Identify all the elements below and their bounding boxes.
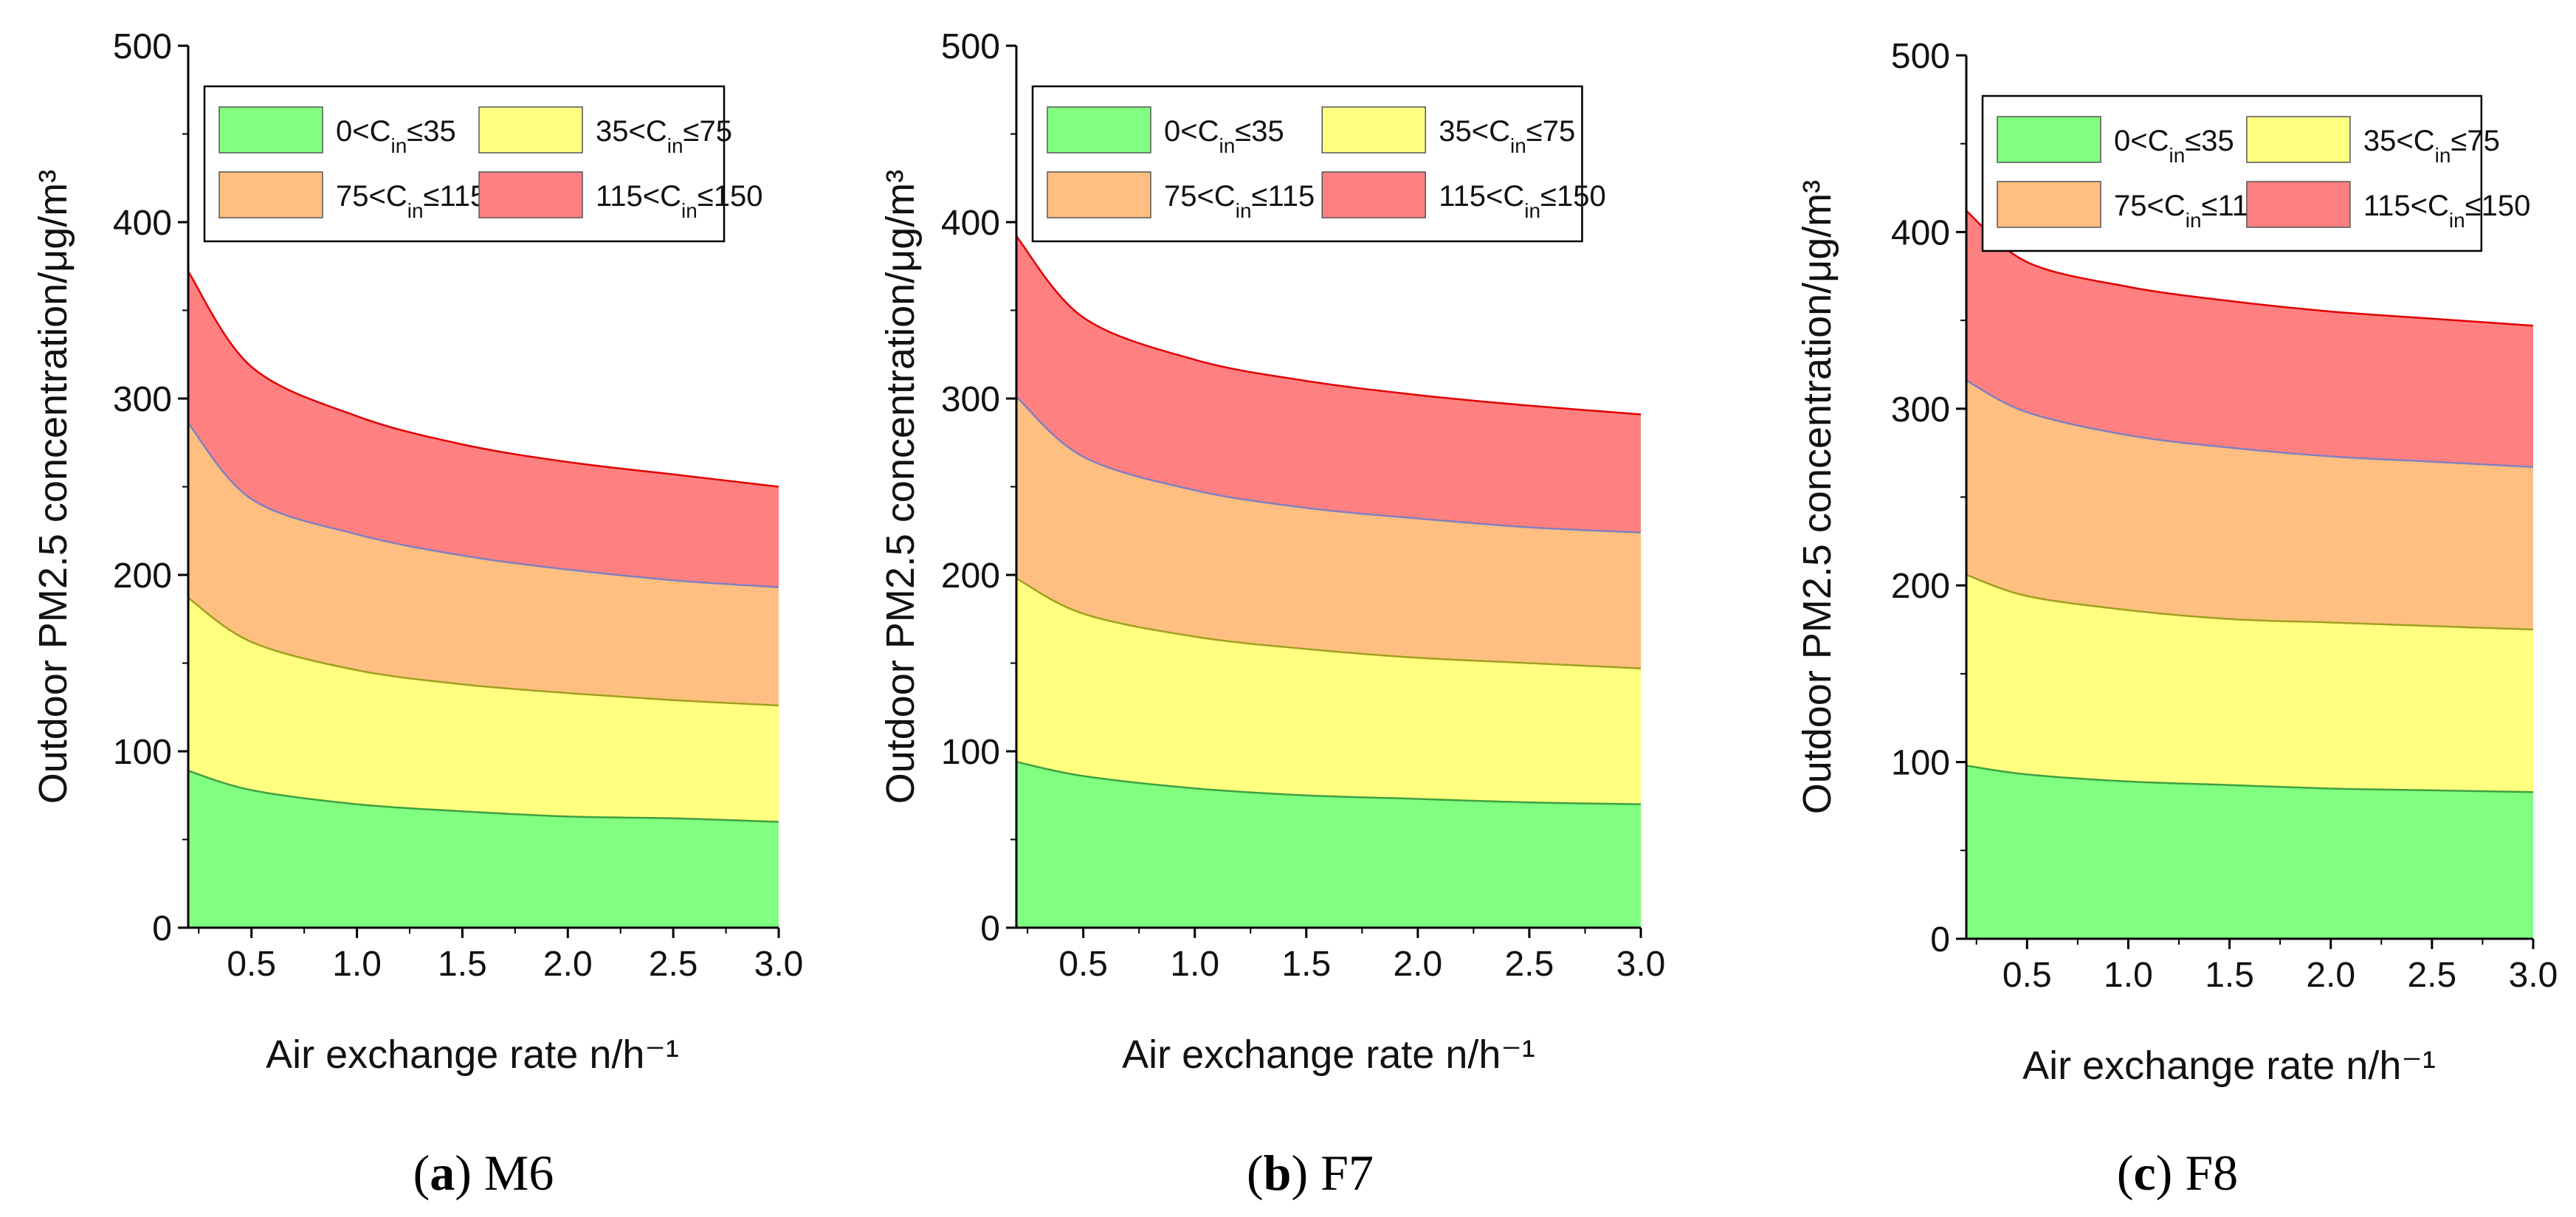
band-1-area bbox=[188, 770, 779, 928]
y-tick-label: 300 bbox=[1891, 390, 1950, 430]
y-tick-label: 400 bbox=[113, 204, 172, 243]
band-4-area bbox=[188, 271, 779, 587]
x-tick-label: 1.5 bbox=[438, 945, 487, 984]
legend-label: 35<Cin≤75 bbox=[1439, 115, 1575, 157]
x-tick-label: 0.5 bbox=[1058, 945, 1108, 984]
band-3-area bbox=[188, 423, 779, 706]
legend-label: 75<Cin≤115 bbox=[336, 180, 486, 222]
y-tick-label: 0 bbox=[152, 909, 172, 948]
legend-label: 0<Cin≤35 bbox=[2114, 125, 2234, 167]
band-1-area bbox=[1966, 765, 2533, 939]
band-3-boundary-line bbox=[1016, 396, 1642, 534]
panel-caption: (c) F8 bbox=[2117, 1145, 2238, 1201]
band-1-boundary-line bbox=[187, 770, 779, 823]
x-tick-label: 1.5 bbox=[2205, 956, 2254, 995]
band-2-boundary-line bbox=[1966, 573, 2534, 631]
y-tick-label: 100 bbox=[941, 733, 1000, 772]
band-2-boundary-line bbox=[1016, 577, 1642, 669]
band-1-boundary-line bbox=[1016, 761, 1642, 805]
x-tick-label: 1.0 bbox=[1170, 945, 1219, 984]
legend-label: 115<Cin≤150 bbox=[1439, 180, 1606, 222]
legend: 0<Cin≤35 35<Cin≤75 75<Cin≤115 115<Cin≤150 bbox=[203, 85, 763, 243]
y-tick-label: 400 bbox=[941, 204, 1000, 243]
y-tick-label: 100 bbox=[1891, 744, 1950, 783]
band-3-area bbox=[1966, 380, 2533, 630]
legend-label: 115<Cin≤150 bbox=[596, 180, 763, 222]
legend-swatch bbox=[1321, 171, 1426, 218]
x-tick-label: 2.5 bbox=[1505, 945, 1554, 984]
y-tick-label: 400 bbox=[1891, 213, 1950, 252]
x-tick-label: 2.5 bbox=[649, 945, 698, 984]
band-4-area bbox=[1966, 210, 2533, 467]
band-1-area bbox=[1016, 762, 1641, 928]
y-tick-label: 500 bbox=[941, 27, 1000, 66]
x-tick-label: 1.5 bbox=[1281, 945, 1331, 984]
y-tick-label: 100 bbox=[113, 733, 172, 772]
band-2-area bbox=[1016, 578, 1641, 804]
x-tick-label: 2.0 bbox=[543, 945, 593, 984]
legend-swatch bbox=[478, 106, 583, 154]
y-tick-label: 500 bbox=[113, 27, 172, 66]
chart-panel-c: 0 100 200 300 400 500 0.5 1.0 1.5 2.0 2.5 3.0 Air ex… bbox=[1795, 37, 2558, 1201]
legend-swatch bbox=[2246, 116, 2351, 163]
legend-swatch bbox=[218, 171, 323, 218]
y-tick-label: 500 bbox=[1891, 37, 1950, 76]
x-tick-label: 3.0 bbox=[2509, 956, 2558, 995]
legend-swatch bbox=[1047, 171, 1151, 218]
band-3-boundary-line bbox=[187, 422, 779, 588]
x-tick-label: 0.5 bbox=[227, 945, 276, 984]
legend-label: 75<Cin≤115 bbox=[1164, 180, 1315, 222]
y-tick-label: 300 bbox=[113, 380, 172, 419]
x-tick-label: 2.0 bbox=[1393, 945, 1442, 984]
legend-swatch bbox=[1047, 106, 1151, 154]
y-tick-label: 200 bbox=[1891, 567, 1950, 606]
y-axis-label: Outdoor PM2.5 concentration/μg/m³ bbox=[1795, 180, 1839, 815]
legend-label: 115<Cin≤150 bbox=[2363, 190, 2531, 232]
band-1-boundary-line bbox=[1966, 765, 2534, 793]
band-2-area bbox=[1966, 574, 2533, 793]
legend: 0<Cin≤35 35<Cin≤75 75<Cin≤115 115<Cin≤150 bbox=[1031, 85, 1606, 243]
legend-swatch bbox=[218, 106, 323, 154]
band-4-boundary-line bbox=[1966, 210, 2534, 327]
y-axis-label: Outdoor PM2.5 concentration/μg/m³ bbox=[31, 170, 75, 804]
x-tick-label: 2.5 bbox=[2407, 956, 2456, 995]
band-4-boundary-line bbox=[187, 271, 779, 488]
legend-swatch bbox=[1997, 116, 2101, 163]
legend-label: 35<Cin≤75 bbox=[2363, 125, 2500, 167]
legend-label: 0<Cin≤35 bbox=[1164, 115, 1284, 157]
x-tick-label: 1.0 bbox=[2104, 956, 2153, 995]
y-axis-label: Outdoor PM2.5 concentration/μg/m³ bbox=[878, 170, 923, 804]
x-axis-label: Air exchange rate n/h⁻¹ bbox=[1122, 1032, 1535, 1077]
panel-caption: (b) F7 bbox=[1247, 1145, 1374, 1201]
x-tick-label: 0.5 bbox=[2002, 956, 2052, 995]
x-axis-label: Air exchange rate n/h⁻¹ bbox=[2022, 1044, 2436, 1088]
y-tick-label: 200 bbox=[113, 556, 172, 596]
y-tick-label: 0 bbox=[980, 909, 1000, 948]
x-tick-label: 3.0 bbox=[754, 945, 804, 984]
band-4-boundary-line bbox=[1016, 235, 1642, 416]
chart-panel-b: 0 100 200 300 400 500 0.5 1.0 1.5 2.0 2.5 3.0 Air ex… bbox=[878, 27, 1665, 1201]
legend-label: 35<Cin≤75 bbox=[596, 115, 732, 157]
legend-swatch bbox=[478, 171, 583, 218]
legend-swatch bbox=[1321, 106, 1426, 154]
x-tick-label: 3.0 bbox=[1616, 945, 1666, 984]
band-3-boundary-line bbox=[1966, 379, 2534, 469]
band-2-area bbox=[188, 598, 779, 822]
band-3-area bbox=[1016, 396, 1641, 669]
panel-caption: (a) M6 bbox=[413, 1145, 554, 1201]
y-tick-label: 0 bbox=[1930, 920, 1950, 959]
x-tick-label: 1.0 bbox=[332, 945, 382, 984]
y-tick-label: 200 bbox=[941, 556, 1000, 596]
legend-swatch bbox=[2246, 181, 2351, 228]
x-axis-label: Air exchange rate n/h⁻¹ bbox=[266, 1032, 679, 1077]
chart-panel-a: 0 100 200 300 400 500 0.5 1.0 1.5 2.0 2.5 3.0 Air ex… bbox=[31, 27, 803, 1201]
band-2-boundary-line bbox=[187, 597, 779, 707]
legend-label: 0<Cin≤35 bbox=[336, 115, 456, 157]
y-tick-label: 300 bbox=[941, 380, 1000, 419]
legend-swatch bbox=[1997, 181, 2101, 228]
x-tick-label: 2.0 bbox=[2306, 956, 2355, 995]
